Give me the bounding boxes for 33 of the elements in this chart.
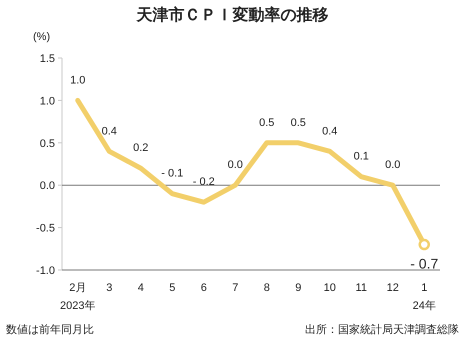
x-tick-label: 4 bbox=[138, 282, 144, 294]
x-tick-label: 12 bbox=[386, 282, 399, 294]
data-label: 0.5 bbox=[259, 116, 274, 129]
x-tick-label: 11 bbox=[356, 282, 367, 294]
data-label: - 0.1 bbox=[161, 168, 184, 180]
x-tick-label: 6 bbox=[200, 282, 207, 294]
y-tick-label: 0.0 bbox=[40, 180, 55, 192]
data-label: - 0.7 bbox=[410, 256, 438, 272]
data-label: 0.0 bbox=[228, 159, 243, 172]
y-tick-label: -0.5 bbox=[36, 222, 55, 235]
data-label: 0.2 bbox=[133, 142, 148, 154]
x-tick-label: 2月 2023年 bbox=[60, 282, 96, 312]
data-label: 0.4 bbox=[102, 125, 117, 138]
data-label: 0.0 bbox=[385, 159, 400, 172]
x-tick-label: 1 24年 bbox=[412, 282, 436, 312]
x-tick-label: 3 bbox=[106, 282, 112, 294]
x-tick-label: 8 bbox=[264, 282, 270, 294]
data-label: 0.1 bbox=[354, 150, 369, 163]
y-axis-title: (%) bbox=[33, 31, 50, 43]
text: 数値は前年同月比 bbox=[6, 323, 94, 336]
y-tick-label: -1.0 bbox=[36, 265, 55, 277]
data-label: 0.4 bbox=[322, 125, 338, 138]
x-tick-label: 7 bbox=[232, 282, 238, 294]
chart-title: 天津市ＣＰＩ変動率の推移 bbox=[136, 5, 328, 24]
y-tick-label: 0.5 bbox=[40, 138, 55, 150]
y-tick-label: 1.5 bbox=[40, 53, 55, 65]
x-tick-label: 10 bbox=[324, 282, 336, 294]
x-tick-label: 5 bbox=[169, 282, 176, 294]
data-label: 0.5 bbox=[290, 116, 306, 129]
text: 出所：国家統計局天津調査総隊 bbox=[305, 323, 459, 336]
data-label: 1.0 bbox=[70, 74, 86, 86]
x-tick-label: 9 bbox=[295, 282, 302, 294]
y-tick-label: 1.0 bbox=[40, 95, 55, 108]
